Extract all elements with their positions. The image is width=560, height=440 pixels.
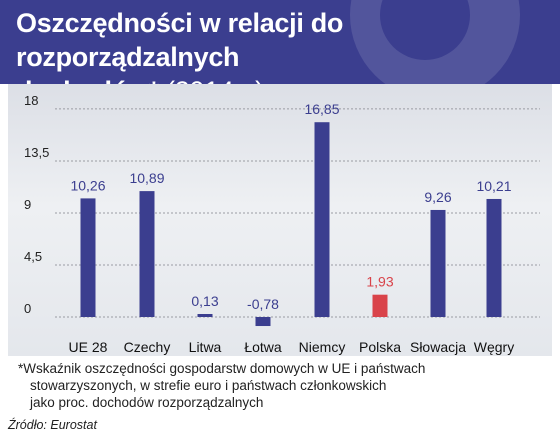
bar-czechy <box>139 191 155 317</box>
y-tick-label: 18 <box>24 93 38 108</box>
footnote: *Wskaźnik oszczędności gospodarstw domow… <box>18 360 538 411</box>
value-label: -0,78 <box>247 296 279 312</box>
title-banner: Oszczędności w relacji do rozporządzalny… <box>0 0 560 84</box>
category-label: Łotwa <box>244 339 282 355</box>
bar-łotwa <box>255 317 271 327</box>
category-label: Polska <box>359 339 401 355</box>
y-tick-label: 0 <box>24 301 31 316</box>
value-label: 10,26 <box>70 177 105 193</box>
title-line-1: Oszczędności w relacji do rozporządzalny… <box>16 8 344 72</box>
footnote-line-3: jako proc. dochodów rozporządzalnych <box>30 395 264 410</box>
y-tick-label: 9 <box>24 197 31 212</box>
footnote-line-2: stowarzyszonych, w strefie euro i państw… <box>30 378 387 393</box>
value-label: 1,93 <box>366 274 393 290</box>
bars <box>80 122 502 327</box>
bar-słowacja <box>430 209 446 317</box>
value-label: 9,26 <box>424 189 451 205</box>
title-year: (2014 r.) <box>159 76 264 84</box>
bar-ue-28 <box>80 198 96 317</box>
title-line-2: dochodów* <box>16 76 159 84</box>
bar-chart: 0 4,5 9 13,5 18 10,26 10,89 0,13 -0,78 16,85 1,93… <box>24 93 540 355</box>
category-label: Czechy <box>124 339 171 355</box>
value-label: 0,13 <box>191 293 218 309</box>
gridlines <box>55 108 540 318</box>
value-label: 16,85 <box>304 101 339 117</box>
value-label: 10,21 <box>476 178 511 194</box>
bar-polska <box>372 294 388 317</box>
category-label: Litwa <box>189 339 222 355</box>
chart-background <box>8 84 552 356</box>
value-label: 10,89 <box>129 170 164 186</box>
y-axis-ticks: 0 4,5 9 13,5 18 <box>24 93 49 316</box>
footnote-line-1: *Wskaźnik oszczędności gospodarstw domow… <box>18 361 426 376</box>
category-label: Węgry <box>474 339 514 355</box>
bar-węgry <box>486 198 502 317</box>
category-label: Słowacja <box>410 339 466 355</box>
chart-title: Oszczędności w relacji do rozporządzalny… <box>16 6 536 84</box>
category-label: Niemcy <box>299 339 346 355</box>
value-labels: 10,26 10,89 0,13 -0,78 16,85 1,93 9,26 10,21 <box>70 101 511 312</box>
bar-niemcy <box>314 122 330 317</box>
bar-litwa <box>197 314 213 317</box>
y-tick-label: 4,5 <box>24 249 42 264</box>
x-axis-labels: UE 28 Czechy Litwa Łotwa Niemcy Polska Słowacj… <box>69 339 515 355</box>
source-note: Źródło: Eurostat <box>8 418 97 432</box>
y-tick-label: 13,5 <box>24 145 49 160</box>
category-label: UE 28 <box>69 339 108 355</box>
